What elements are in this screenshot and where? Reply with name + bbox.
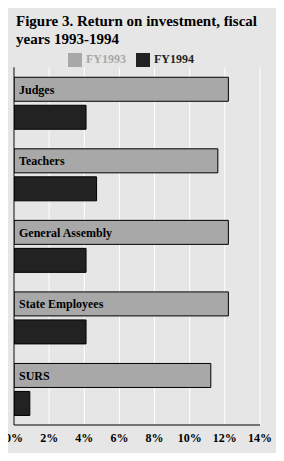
svg-text:SURS: SURS [19, 369, 50, 383]
svg-text:10%: 10% [178, 431, 202, 445]
html-text:Figure 3. Return on investment: Figure 3. Return on investment, fiscal y… [16, 13, 257, 47]
svg-text:0%: 0% [8, 431, 23, 445]
svg-text:Judges: Judges [19, 83, 55, 97]
svg-text:8%: 8% [146, 431, 164, 445]
svg-text:4%: 4% [75, 431, 93, 445]
html-text:FY1993: FY1993 [86, 52, 126, 66]
svg-text:State Employees: State Employees [19, 297, 104, 311]
html-text:FY1994: FY1994 [154, 52, 194, 66]
svg-text:General Assembly: General Assembly [19, 226, 112, 240]
svg-text:6%: 6% [110, 431, 128, 445]
svg-text:14%: 14% [248, 431, 272, 445]
svg-text:2%: 2% [40, 431, 58, 445]
svg-text:Teachers: Teachers [19, 154, 65, 168]
svg-text:12%: 12% [213, 431, 237, 445]
